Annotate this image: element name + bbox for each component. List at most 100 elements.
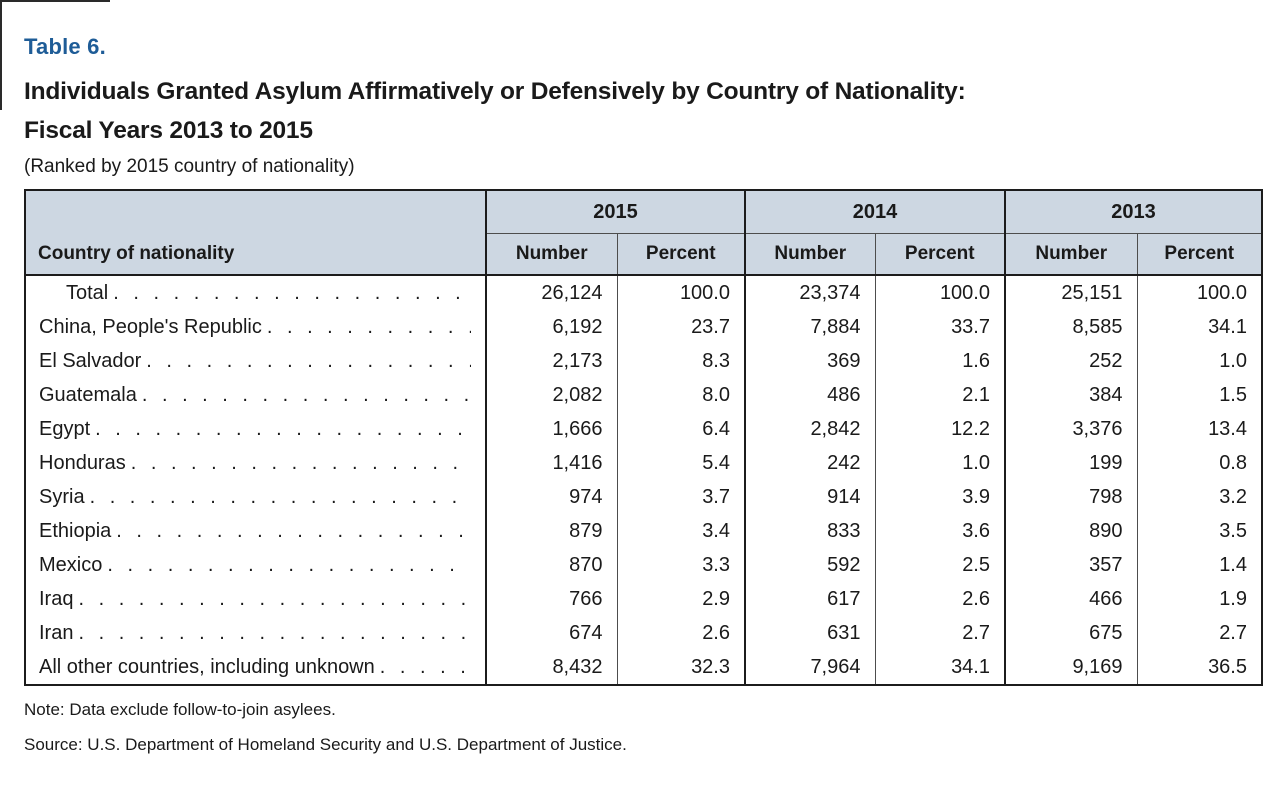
table-row: Iraq 766 2.9 617 2.6 466 1.9: [25, 582, 1262, 616]
col-header-2013-number: Number: [1004, 233, 1137, 276]
table-row: Mexico 870 3.3 592 2.5 357 1.4: [25, 548, 1262, 582]
value-2015-percent: 5.4: [616, 446, 745, 480]
value-2015-number: 1,416: [485, 446, 617, 480]
country-cell: Total: [25, 275, 486, 310]
value-2015-percent: 32.3: [616, 650, 745, 685]
value-2015-number: 2,082: [485, 378, 617, 412]
value-2013-percent: 100.0: [1136, 275, 1262, 310]
value-2013-percent: 34.1: [1136, 310, 1262, 344]
country-cell: Egypt: [25, 412, 486, 446]
value-2014-number: 23,374: [744, 275, 875, 310]
country-cell: Syria: [25, 480, 486, 514]
page-title: Individuals Granted Asylum Affirmatively…: [24, 72, 1257, 150]
value-2013-number: 890: [1004, 514, 1137, 548]
country-cell: All other countries, including unknown: [25, 650, 486, 685]
value-2014-percent: 100.0: [874, 275, 1005, 310]
value-2014-percent: 2.6: [874, 582, 1005, 616]
value-2013-percent: 3.5: [1136, 514, 1262, 548]
country-cell: Honduras: [25, 446, 486, 480]
value-2013-number: 798: [1004, 480, 1137, 514]
leader-dots: [116, 520, 471, 543]
value-2015-number: 8,432: [485, 650, 617, 685]
value-2014-number: 7,964: [744, 650, 875, 685]
leader-dots: [142, 384, 471, 407]
title-line-2: Fiscal Years 2013 to 2015: [24, 117, 313, 144]
value-2013-number: 357: [1004, 548, 1137, 582]
value-2014-percent: 2.1: [874, 378, 1005, 412]
leader-dots: [90, 486, 471, 509]
leader-dots: [267, 316, 471, 339]
value-2014-percent: 2.7: [874, 616, 1005, 650]
value-2013-percent: 3.2: [1136, 480, 1262, 514]
country-name: Total: [66, 281, 109, 304]
leader-dots: [78, 588, 471, 611]
value-2013-percent: 0.8: [1136, 446, 1262, 480]
value-2014-percent: 34.1: [874, 650, 1005, 685]
value-2015-percent: 2.6: [616, 616, 745, 650]
table-row: All other countries, including unknown 8…: [25, 650, 1262, 685]
table-header: Country of nationality 2015 2014 2013 Nu…: [25, 190, 1262, 276]
country-of-nationality-header: Country of nationality: [25, 190, 487, 276]
country-name: Guatemala: [39, 383, 137, 406]
table-body: Total 26,124 100.0 23,374 100.0 25,151 1…: [25, 275, 1262, 685]
value-2015-number: 879: [485, 514, 617, 548]
table-row: El Salvador 2,173 8.3 369 1.6 252 1.0: [25, 344, 1262, 378]
country-cell: El Salvador: [25, 344, 486, 378]
value-2014-number: 592: [744, 548, 875, 582]
col-header-2014-number: Number: [744, 233, 875, 276]
value-2013-number: 675: [1004, 616, 1137, 650]
value-2013-number: 199: [1004, 446, 1137, 480]
value-2013-percent: 1.9: [1136, 582, 1262, 616]
value-2015-percent: 3.7: [616, 480, 745, 514]
scan-artifact-top: [0, 0, 110, 2]
leader-dots: [131, 452, 471, 475]
table-row: Total 26,124 100.0 23,374 100.0 25,151 1…: [25, 275, 1262, 310]
value-2014-number: 242: [744, 446, 875, 480]
country-name: Egypt: [39, 417, 91, 440]
value-2015-number: 1,666: [485, 412, 617, 446]
value-2013-number: 25,151: [1004, 275, 1137, 310]
value-2015-number: 766: [485, 582, 617, 616]
table-row: Egypt 1,666 6.4 2,842 12.2 3,376 13.4: [25, 412, 1262, 446]
value-2015-number: 974: [485, 480, 617, 514]
value-2014-percent: 3.9: [874, 480, 1005, 514]
value-2014-percent: 3.6: [874, 514, 1005, 548]
value-2013-percent: 1.5: [1136, 378, 1262, 412]
scan-artifact-left: [0, 0, 2, 110]
col-header-2013-percent: Percent: [1136, 233, 1262, 276]
table-row: Ethiopia 879 3.4 833 3.6 890 3.5: [25, 514, 1262, 548]
value-2015-percent: 3.3: [616, 548, 745, 582]
value-2013-number: 9,169: [1004, 650, 1137, 685]
value-2014-percent: 12.2: [874, 412, 1005, 446]
value-2014-percent: 2.5: [874, 548, 1005, 582]
value-2013-number: 3,376: [1004, 412, 1137, 446]
country-cell: Guatemala: [25, 378, 486, 412]
value-2015-percent: 8.3: [616, 344, 745, 378]
country-cell: China, People's Republic: [25, 310, 486, 344]
value-2014-number: 369: [744, 344, 875, 378]
value-2014-number: 486: [744, 378, 875, 412]
table-row: Honduras 1,416 5.4 242 1.0 199 0.8: [25, 446, 1262, 480]
country-name: El Salvador: [39, 349, 142, 372]
value-2014-number: 833: [744, 514, 875, 548]
value-2015-percent: 3.4: [616, 514, 745, 548]
country-name: Iraq: [39, 587, 74, 610]
value-2015-number: 26,124: [485, 275, 617, 310]
column-header-row: Number Percent Number Percent Number Per…: [25, 233, 1262, 276]
country-name: Iran: [39, 621, 74, 644]
table-row: Guatemala 2,082 8.0 486 2.1 384 1.5: [25, 378, 1262, 412]
value-2013-percent: 1.4: [1136, 548, 1262, 582]
leader-dots: [78, 622, 471, 645]
value-2013-percent: 13.4: [1136, 412, 1262, 446]
value-2015-number: 870: [485, 548, 617, 582]
value-2015-percent: 100.0: [616, 275, 745, 310]
country-name: Honduras: [39, 451, 126, 474]
leader-dots: [380, 656, 471, 679]
value-2013-percent: 36.5: [1136, 650, 1262, 685]
value-2015-number: 6,192: [485, 310, 617, 344]
table-source: Source: U.S. Department of Homeland Secu…: [24, 735, 627, 754]
value-2014-number: 631: [744, 616, 875, 650]
table-note: Note: Data exclude follow-to-join asylee…: [24, 700, 336, 719]
value-2014-number: 617: [744, 582, 875, 616]
